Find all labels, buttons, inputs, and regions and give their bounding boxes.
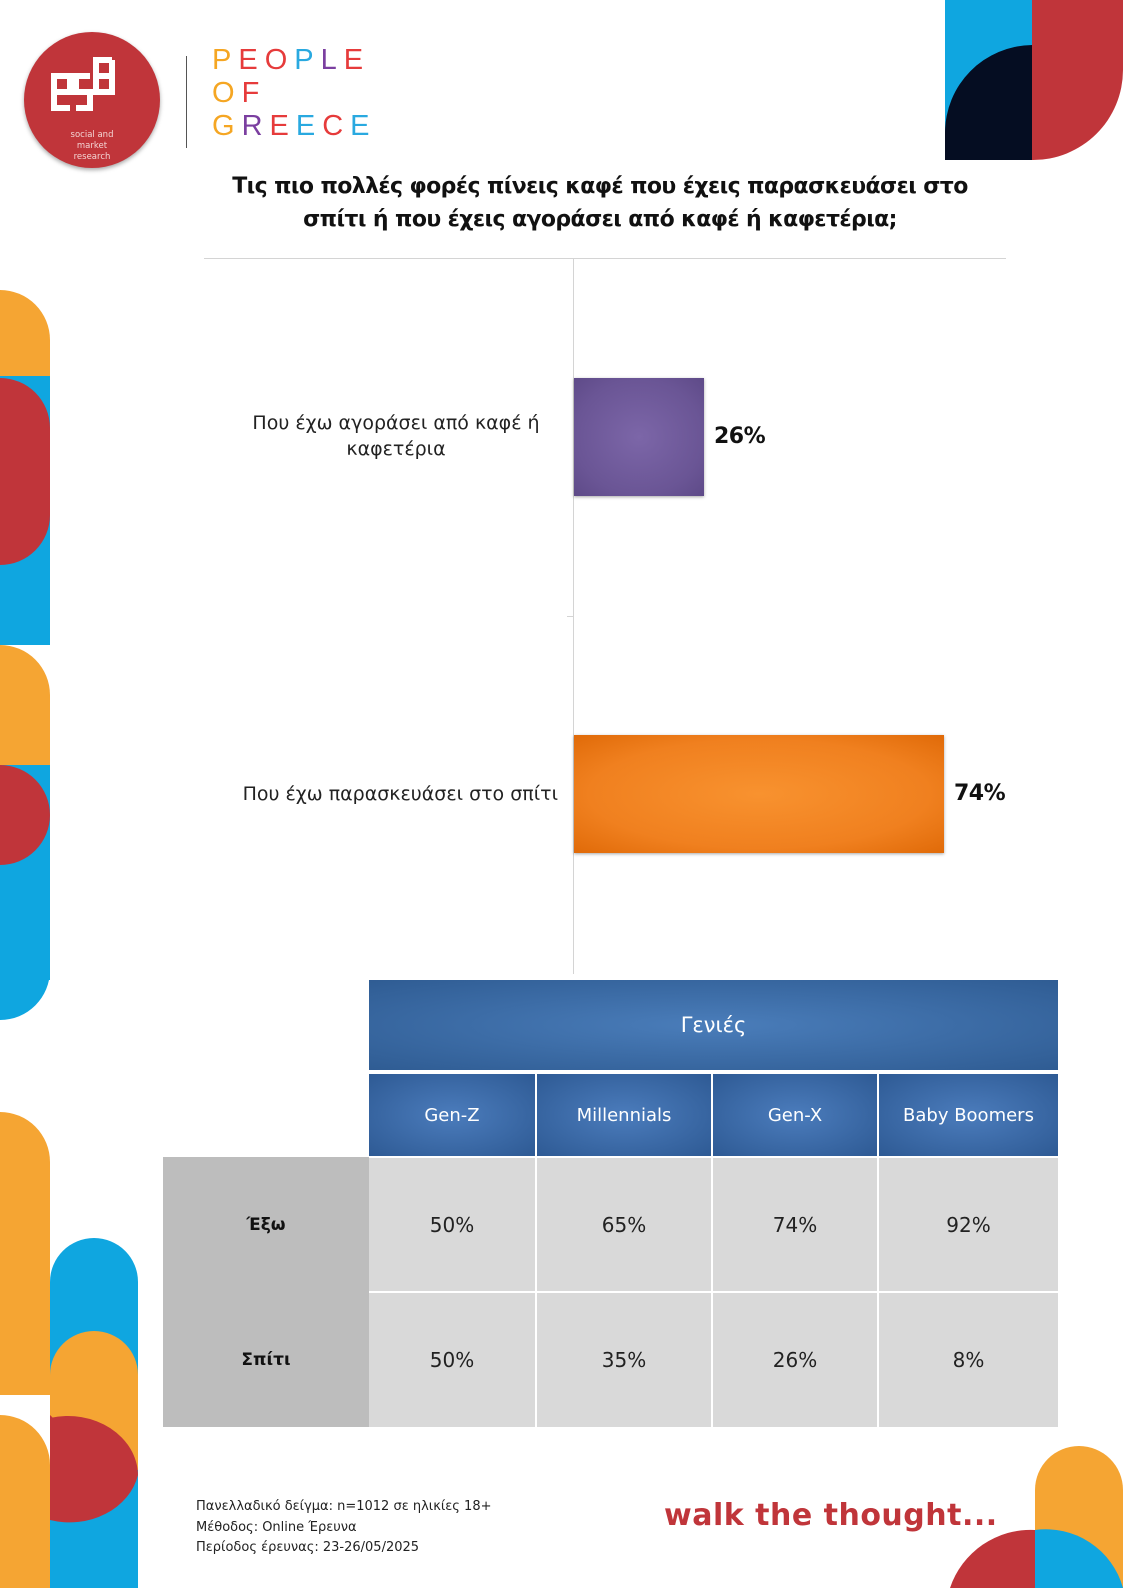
row-header-home: Σπίτι	[163, 1292, 369, 1427]
wordmark-letter: E	[295, 110, 323, 142]
wordmark-letter: O	[264, 44, 295, 76]
table-cell: 50%	[369, 1156, 536, 1292]
logo-subtitle: social and market research	[70, 130, 114, 162]
row-header-out: Έξω	[163, 1157, 369, 1292]
wordmark-line-of: OF	[212, 77, 412, 110]
bar-value-label-home: 74%	[954, 781, 1006, 806]
methodology-note: Πανελλαδικό δείγμα: n=1012 σε ηλικίες 18…	[196, 1497, 491, 1559]
bar-home	[574, 735, 944, 853]
table-corner	[163, 980, 369, 1072]
column-header-millennials: Millennials	[535, 1072, 712, 1157]
sample-note: Πανελλαδικό δείγμα: n=1012 σε ηλικίες 18…	[196, 1499, 492, 1514]
table-cell: 50%	[369, 1291, 536, 1427]
company-logo: social and market research	[24, 32, 160, 168]
bar-cafe	[574, 378, 704, 496]
table-column-header-row: Gen-Z Millennials Gen-X Baby Boomers	[163, 1072, 1058, 1157]
people-of-greece-wordmark: PEOPLE OF GREECE	[212, 44, 412, 143]
period-note: Περίοδος έρευνας: 23-26/05/2025	[196, 1540, 420, 1555]
wordmark-letter: F	[241, 77, 267, 109]
wordmark-letter: E	[269, 110, 296, 142]
column-header-baby-boomers: Baby Boomers	[877, 1072, 1058, 1157]
wordmark-letter: O	[212, 77, 242, 109]
brand-slogan: walk the thought...	[664, 1498, 998, 1533]
title-divider	[204, 258, 1006, 259]
table-row: Έξω 50% 65% 74% 92%	[163, 1156, 1058, 1292]
column-header-gen-x: Gen-X	[711, 1072, 878, 1157]
table-cell: 8%	[877, 1291, 1058, 1427]
table-cell: 74%	[711, 1156, 878, 1292]
wordmark-letter: E	[350, 110, 377, 142]
table-cell: 26%	[711, 1291, 878, 1427]
table-cell: 92%	[877, 1156, 1058, 1292]
page-title: Τις πιο πολλές φορές πίνεις καφέ που έχε…	[232, 174, 968, 232]
method-note: Μέθοδος: Online Έρευνα	[196, 1519, 357, 1535]
wordmark-letter: L	[320, 44, 344, 76]
table-cell: 35%	[535, 1291, 712, 1427]
table-cell: 65%	[535, 1156, 712, 1292]
category-label-home: Που έχω παρασκευάσει στο σπίτι	[242, 783, 558, 805]
table-group-header-row: Γενιές	[163, 980, 1058, 1074]
wordmark-letter: P	[294, 44, 321, 76]
table-row: Σπίτι 50% 35% 26% 8%	[163, 1291, 1058, 1427]
table-group-header: Γενιές	[369, 980, 1058, 1074]
column-header-gen-z: Gen-Z	[369, 1072, 536, 1157]
wordmark-letter: E	[238, 44, 265, 76]
wordmark-letter: E	[343, 44, 371, 76]
gsd-logo-mark-icon	[51, 57, 115, 111]
wordmark-letter: R	[241, 110, 270, 142]
wordmark-letter: C	[322, 110, 351, 142]
wordmark-letter: P	[212, 44, 239, 76]
logo-divider	[186, 56, 187, 148]
generations-table: Γενιές Gen-Z Millennials Gen-X Baby Boom…	[163, 980, 1058, 1427]
category-label-cafe: Που έχω αγοράσει από καφέ ή καφετέρια	[252, 412, 540, 460]
table-corner	[163, 1072, 369, 1157]
chart-axis-tick	[567, 616, 574, 617]
bar-value-label-cafe: 26%	[714, 424, 766, 449]
wordmark-letter: G	[212, 110, 242, 142]
wordmark-line-greece: GREECE	[212, 110, 412, 143]
wordmark-line-people: PEOPLE	[212, 44, 412, 77]
